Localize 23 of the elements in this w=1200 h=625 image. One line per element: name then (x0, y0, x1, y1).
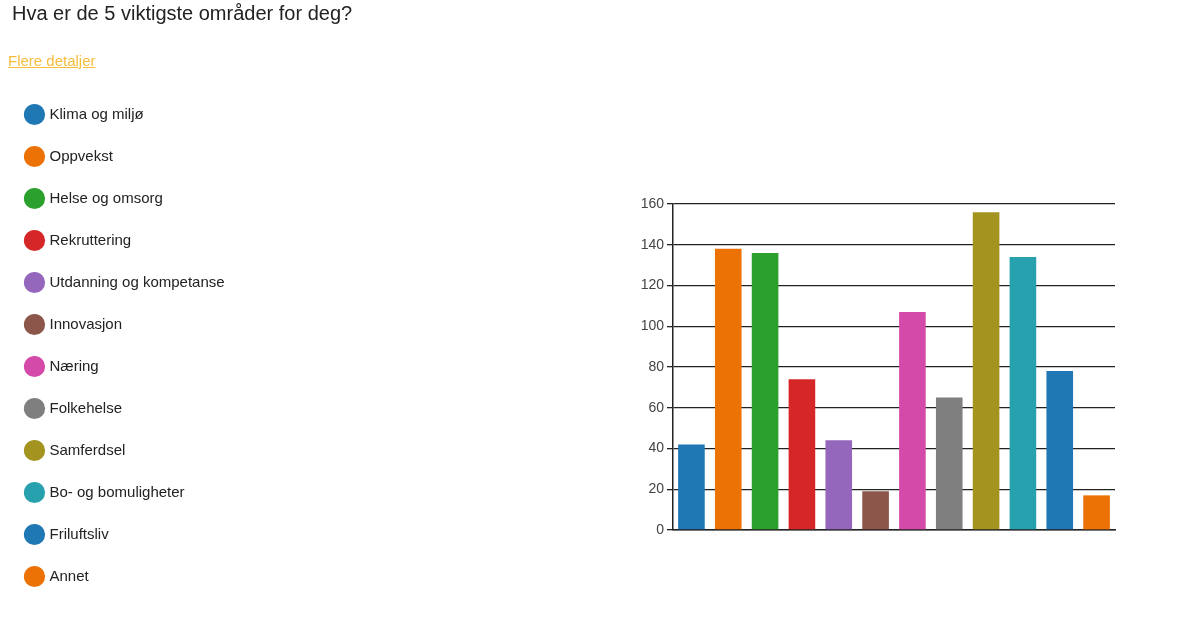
legend-label: Helse og omsorg (49, 188, 163, 206)
legend-label: Bo- og bomuligheter (49, 482, 185, 500)
y-tick-label: 160 (640, 194, 665, 211)
legend-label: Klima og miljø (49, 104, 144, 122)
legend-label: Innovasjon (49, 314, 123, 332)
y-tick-label: 20 (648, 480, 665, 497)
legend-label: Rekruttering (49, 230, 132, 248)
legend-label: Annet (49, 566, 90, 584)
y-tick-label: 40 (648, 439, 665, 456)
text: Flere detaljer (8, 52, 96, 69)
legend-label: Friluftsliv (49, 524, 110, 542)
legend-label: Utdanning og kompetanse (49, 272, 225, 290)
y-tick-label: 0 (656, 520, 665, 537)
legend-label: Oppvekst (49, 146, 114, 164)
y-tick-label: 100 (640, 317, 665, 334)
y-tick-label: 140 (640, 235, 665, 252)
y-tick-label: 120 (640, 276, 665, 293)
y-tick-label: 60 (648, 398, 665, 415)
legend-label: Næring (49, 356, 99, 374)
text: Hva er de 5 viktigste områder for deg? (12, 2, 353, 25)
y-tick-label: 80 (648, 357, 665, 374)
legend-label: Folkehelse (49, 398, 123, 416)
legend-label: Samferdsel (49, 440, 126, 458)
